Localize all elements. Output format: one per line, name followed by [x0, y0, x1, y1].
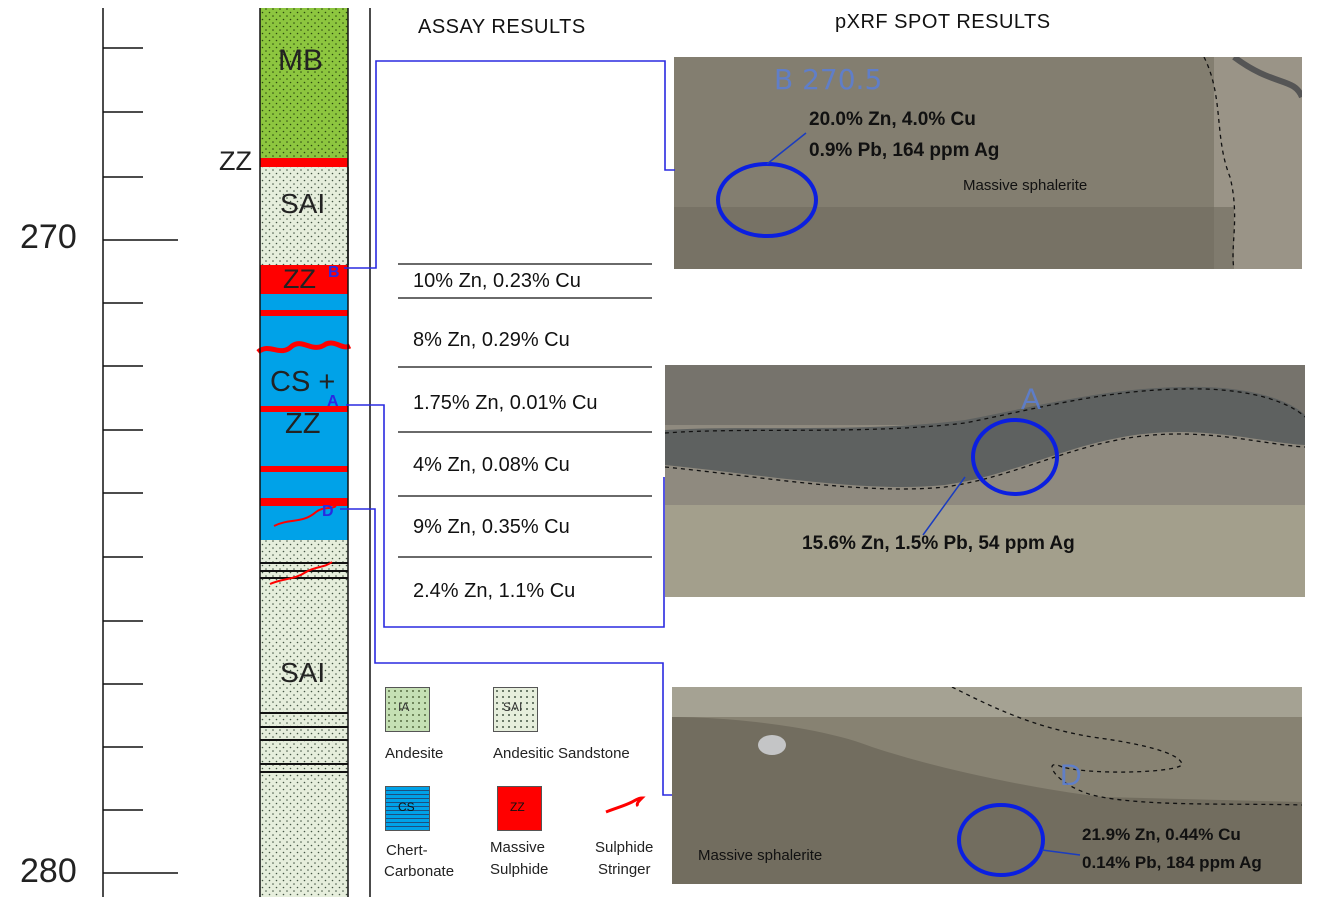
legend-name-ia: Andesite — [385, 745, 444, 762]
stringer-thin — [269, 561, 333, 585]
zz-band — [260, 498, 348, 506]
depth-label-270: 270 — [20, 218, 77, 256]
photo-b-note: Massive sphalerite — [963, 177, 1088, 194]
unit-zz-thin — [260, 158, 348, 167]
zz-band — [260, 310, 348, 316]
core-photo-d: D 21.9% Zn, 0.44% Cu 0.14% Pb, 184 ppm A… — [672, 687, 1302, 884]
legend: IA Andesite SAI Andesitic Sandstone CS C… — [380, 680, 680, 890]
divider-line — [369, 8, 371, 897]
photo-d-note: Massive sphalerite — [698, 847, 823, 864]
legend-name-cs-1: Chert- — [386, 842, 428, 859]
strip-log — [256, 8, 352, 897]
photo-d-result-2: 0.14% Pb, 184 ppm Ag — [1082, 853, 1262, 872]
connector-b — [344, 60, 675, 269]
connector-a — [346, 404, 665, 628]
unit-label-cs-2: ZZ — [285, 408, 321, 440]
legend-swatch-ia — [385, 687, 430, 732]
zz-band — [260, 406, 348, 412]
assay-row: 8% Zn, 0.29% Cu — [413, 329, 570, 351]
stringer-thin — [273, 505, 337, 527]
depth-scale — [102, 8, 178, 897]
unit-sai-lower — [260, 540, 348, 897]
core-photo-a: A 15.6% Zn, 1.5% Pb, 54 ppm Ag — [665, 365, 1305, 597]
assay-row: 10% Zn, 0.23% Cu — [413, 270, 581, 292]
photo-b-result-2: 0.9% Pb, 164 ppm Ag — [809, 140, 1000, 161]
legend-swatch-stringer — [605, 796, 646, 814]
legend-code-cs: CS — [398, 800, 415, 814]
legend-swatch-cs — [385, 786, 430, 831]
legend-name-zz-2: Sulphide — [490, 861, 549, 878]
unit-label-sai-lower: SAI — [280, 657, 326, 688]
core-photo-b: B 270.5 20.0% Zn, 4.0% Cu 0.9% Pb, 164 p… — [674, 57, 1302, 269]
photo-d-sample-label: D — [1060, 759, 1082, 792]
assay-table-lines — [398, 263, 652, 558]
legend-swatch-zz — [497, 786, 542, 831]
connector-d — [340, 508, 672, 796]
legend-swatch-sai — [493, 687, 538, 732]
unit-zz-b — [260, 265, 348, 294]
zz-band — [260, 466, 348, 472]
unit-label-cs-1: CS + — [270, 366, 336, 398]
photo-a-sample-label: A — [1021, 383, 1042, 416]
legend-name-stringer-1: Sulphide — [595, 839, 654, 856]
photo-d-result-1: 21.9% Zn, 0.44% Cu — [1082, 825, 1241, 844]
marker-b: B — [328, 264, 340, 281]
spot-circle-a — [971, 418, 1059, 496]
depth-label-280: 280 — [20, 852, 77, 890]
legend-code-ia: IA — [398, 700, 410, 714]
legend-code-zz: ZZ — [510, 800, 525, 814]
unit-sai-upper — [260, 167, 348, 265]
marker-d: D — [322, 503, 334, 520]
assay-row: 2.4% Zn, 1.1% Cu — [413, 580, 576, 602]
spot-circle-d — [957, 803, 1045, 877]
legend-code-sai: SAI — [503, 700, 523, 714]
assay-row: 4% Zn, 0.08% Cu — [413, 454, 570, 476]
legend-name-stringer-2: Stringer — [598, 861, 651, 878]
legend-name-sai: Andesitic Sandstone — [493, 745, 630, 762]
legend-name-cs-2: Carbonate — [384, 863, 455, 880]
assay-header: ASSAY RESULTS — [418, 16, 586, 38]
unit-label-zz-b: ZZ — [283, 264, 316, 294]
legend-name-zz-1: Massive — [490, 839, 546, 856]
assay-row: 1.75% Zn, 0.01% Cu — [413, 392, 598, 414]
photo-a-result: 15.6% Zn, 1.5% Pb, 54 ppm Ag — [802, 533, 1075, 554]
pxrf-header: pXRF SPOT RESULTS — [835, 11, 1051, 33]
unit-label-zz-top: ZZ — [219, 146, 252, 176]
unit-label-sai-upper: SAI — [280, 188, 326, 219]
photo-b-sample-label: B 270.5 — [774, 63, 883, 96]
stringer-wavy — [256, 340, 352, 355]
unit-mb — [260, 8, 348, 158]
marker-a: A — [327, 393, 339, 410]
assay-row: 9% Zn, 0.35% Cu — [413, 516, 570, 538]
photo-b-result-1: 20.0% Zn, 4.0% Cu — [809, 109, 976, 130]
unit-label-mb: MB — [278, 44, 323, 77]
